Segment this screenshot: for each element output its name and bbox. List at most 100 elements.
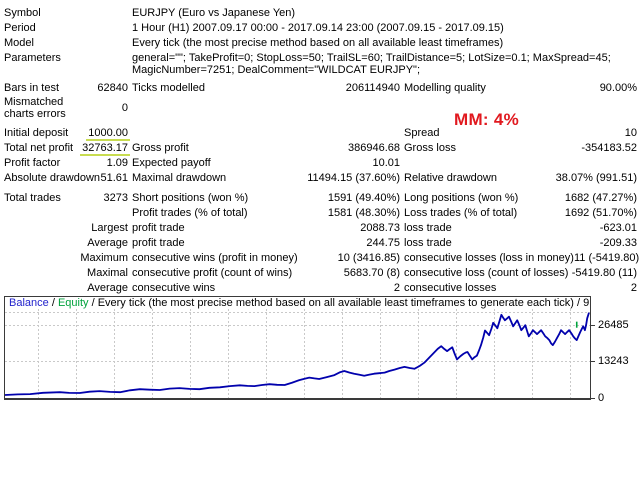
stat-c-value: 90.00% [599,82,637,94]
stat-row: Maximal consecutive profit (count of wins… [4,266,637,281]
stat-b-value: 1591 (49.40%) [327,192,400,204]
stat-a: Absolute drawdown 51.61 [4,171,128,186]
stat-a-value: Average [87,282,128,294]
stat-b-value: 10 (3416.85) [337,252,400,264]
stat-a-label: Bars in test [4,82,60,94]
y-axis-label: 26485 [598,319,629,331]
stat-row: Average consecutive wins 2 consecutive loss… [4,281,637,296]
stat-a-value: 0 [121,101,128,114]
stat-b-value: 11494.15 (37.60%) [307,172,400,184]
info-text: Every tick (the most precise method base… [132,37,504,49]
info-label: Model [4,37,34,49]
stat-c [404,96,637,120]
stat-c-value: -209.33 [599,237,637,249]
stat-b: Ticks modelled 206114940 [132,81,400,96]
info-label: Period [4,22,36,34]
stat-c: loss trade -209.33 [404,236,637,251]
y-axis-tick [591,361,595,362]
stat-a: Mismatched charts errors 0 [4,96,128,120]
stat-b-value: 10.01 [372,157,400,169]
stat-c: loss trade -623.01 [404,221,637,236]
stat-b: consecutive wins 2 [132,281,400,296]
stat-c: consecutive loss (count of losses) -5419.… [404,266,637,281]
stat-b-label: Maximal drawdown [132,172,227,184]
stat-b: consecutive profit (count of wins) 5683.7… [132,266,400,281]
stat-row: Maximum consecutive wins (profit in money… [4,251,639,266]
info-row: Symbol EURJPY (Euro vs Japanese Yen) [4,6,637,21]
stat-a-value: Largest [91,222,128,234]
chart-title: Balance / Equity / Every tick (the most … [9,297,589,310]
stat-a-value: 62840 [97,82,128,94]
stat-c-label: consecutive losses (loss in money) [404,252,574,264]
balance-curve-plot [4,309,590,398]
stat-b-value: 206114940 [345,82,400,94]
stat-b-value: 2088.73 [360,222,400,234]
stat-a: Maximum [4,251,128,266]
title-separator: / [48,297,58,309]
stat-c-label: Loss trades (% of total) [404,207,518,219]
chart-plot-area: Balance / Equity / Every tick (the most … [4,296,591,400]
stat-c-value: -623.01 [599,222,637,234]
stat-a-value: Maximum [80,252,128,264]
stat-row: Initial deposit 1000.00 Spread 10 [4,126,637,141]
stat-row: Absolute drawdown 51.61 Maximal drawdown 11… [4,171,637,186]
info-text: EURJPY (Euro vs Japanese Yen) [132,7,296,19]
stat-b [132,126,400,141]
stat-b: Expected payoff 10.01 [132,156,400,171]
report-table: Symbol EURJPY (Euro vs Japanese Yen) Perio… [4,6,639,296]
stat-b-label: consecutive profit (count of wins) [132,267,293,279]
stat-row: Largest profit trade 2088.73 loss trade -623… [4,221,637,236]
legend-equity-label: Equity [57,297,89,309]
stat-a-value: 1.09 [106,157,128,169]
chart-title-text: Every tick (the most precise method base… [97,297,589,309]
stat-c-value: 1682 (47.27%) [564,192,637,204]
y-axis-tick [591,325,595,326]
stat-row: Profit trades (% of total) 1581 (48.30%) L… [4,206,637,221]
stat-c: Loss trades (% of total) 1692 (51.70%) [404,206,637,221]
info-row: Parameters general=""; TakeProfit=0; Stop… [4,51,637,77]
stat-b-label: Short positions (won %) [132,192,249,204]
stat-row: Total trades 3273 Short positions (won %) 1… [4,191,637,206]
stat-b-label: profit trade [132,237,185,249]
stat-c-label: Relative drawdown [404,172,497,184]
stat-c-label: loss trade [404,237,452,249]
stat-c [404,156,637,171]
stat-row: Average profit trade 244.75 loss trade -209.… [4,236,637,251]
stat-row: Mismatched charts errors 0 [4,96,637,120]
stat-a: Bars in test 62840 [4,81,128,96]
stat-b-label: Profit trades (% of total) [132,207,248,219]
stat-c: Long positions (won %) 1682 (47.27%) [404,191,637,206]
info-row: Period 1 Hour (H1) 2007.09.17 00:00 - 201… [4,21,637,36]
stat-c: Gross loss -354183.52 [404,141,637,156]
stat-a-value: Maximal [87,267,128,279]
stat-c-value: -5419.80 (11) [571,267,637,279]
stat-c-value: 10 [624,127,637,139]
stat-a: Total trades 3273 [4,191,128,206]
info: Parameters [4,51,128,77]
stat-b-label: consecutive wins [132,282,216,294]
stat-c: Modelling quality 90.00% [404,81,637,96]
stat-a-label: Absolute drawdown [4,172,101,184]
stat-c-label: loss trade [404,222,452,234]
stat-a-value: 51.61 [100,172,128,184]
info-row: Model Every tick (the most precise method… [4,36,637,51]
stat-row: Total net profit 32763.17 Gross profit 3869… [4,141,637,156]
stat-a: Average [4,236,128,251]
stat-c-label: consecutive losses [404,282,497,294]
stat-b-label: Ticks modelled [132,82,205,94]
title-separator: / [88,297,98,309]
stat-c-value: 2 [630,282,637,294]
stat-a: Maximal [4,266,128,281]
info: Symbol [4,6,128,21]
stat-a-value: Average [87,237,128,249]
stat-b: Maximal drawdown 11494.15 (37.60%) [132,171,400,186]
stat-c-label: Gross loss [404,142,456,154]
stat-b-label: Expected payoff [132,157,211,169]
y-axis-tick [591,398,595,399]
stat-c-value: 1692 (51.70%) [564,207,637,219]
stat-a [4,206,128,221]
balance-equity-chart: Balance / Equity / Every tick (the most … [4,296,640,404]
stat-b: Profit trades (% of total) 1581 (48.30%) [132,206,400,221]
stat-c: consecutive losses (loss in money) 11 (-5… [404,251,639,266]
